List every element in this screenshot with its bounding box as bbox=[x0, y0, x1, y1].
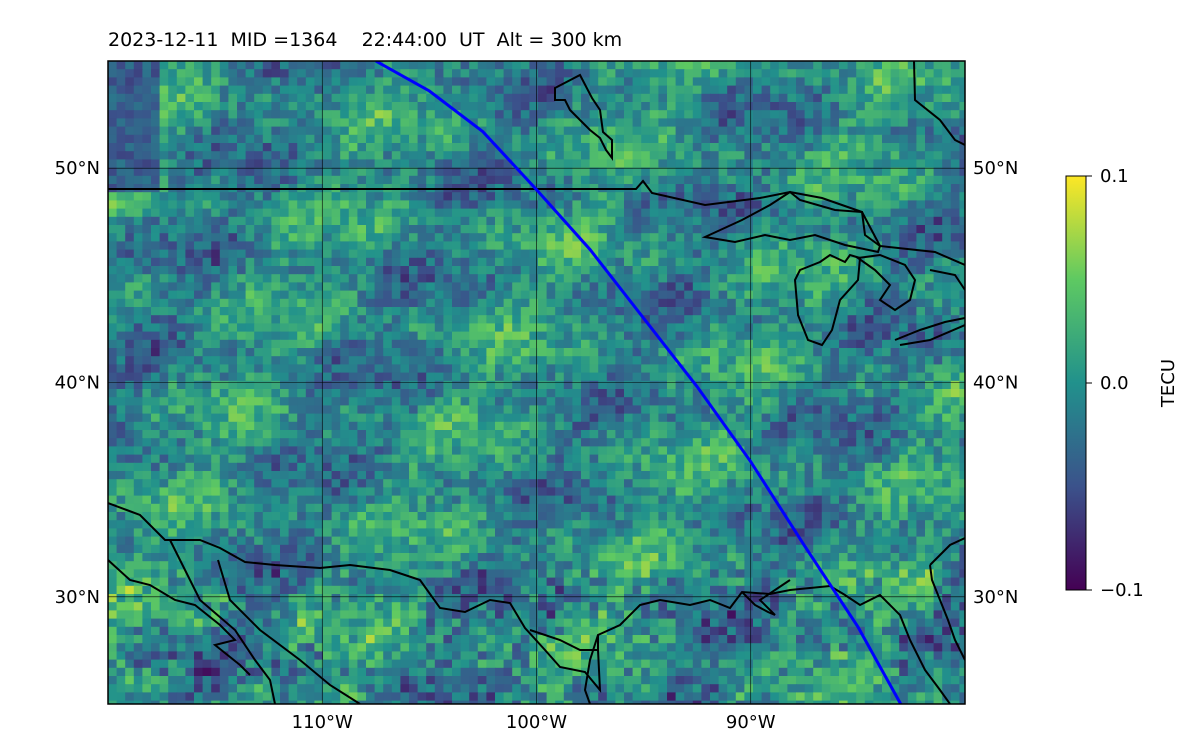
great-lakes-outline bbox=[701, 190, 882, 254]
colorbar: 0.1 0.0 −0.1 TECU bbox=[1065, 166, 1179, 601]
us-canada-border bbox=[108, 179, 965, 266]
baja-peninsula bbox=[108, 559, 251, 676]
mexico-coast bbox=[529, 629, 599, 704]
louisiana-coast bbox=[741, 579, 791, 616]
map-title: 2023-12-11 MID =1364 22:44:00 UT Alt = 3… bbox=[108, 29, 623, 51]
axis-labels: 110°W 100°W 90°W 50°N 50°N 40°N 40°N 30°N 30°N bbox=[55, 158, 1019, 733]
lake-erie-ontario bbox=[894, 269, 965, 346]
lon-tick-label: 90°W bbox=[726, 712, 776, 733]
lat-tick-label-left: 40°N bbox=[55, 373, 100, 394]
hudson-coast bbox=[913, 61, 965, 146]
island-north bbox=[554, 73, 613, 161]
map-frame bbox=[107, 60, 966, 705]
gulf-of-california bbox=[169, 539, 361, 704]
lat-tick-label-right: 30°N bbox=[973, 587, 1018, 608]
gridlines bbox=[108, 61, 965, 704]
map-area bbox=[108, 61, 965, 704]
colorbar-gradient bbox=[1065, 175, 1087, 591]
gulf-coast-florida bbox=[929, 537, 965, 661]
lon-tick-label: 100°W bbox=[506, 712, 567, 733]
lon-tick-label: 110°W bbox=[292, 712, 353, 733]
lat-tick-label-left: 30°N bbox=[55, 587, 100, 608]
satellite-track bbox=[375, 61, 903, 704]
lake-michigan bbox=[793, 253, 862, 347]
lat-tick-label-right: 50°N bbox=[973, 158, 1018, 179]
lat-tick-label-left: 50°N bbox=[55, 158, 100, 179]
colorbar-label: TECU bbox=[1158, 359, 1179, 408]
colorbar-tick-label: 0.1 bbox=[1100, 166, 1129, 187]
tec-cells bbox=[108, 61, 965, 704]
lake-huron bbox=[855, 253, 917, 312]
lat-tick-label-right: 40°N bbox=[973, 373, 1018, 394]
colorbar-tick-label: −0.1 bbox=[1100, 580, 1144, 601]
coastlines bbox=[108, 61, 965, 704]
colorbar-ticks: 0.1 0.0 −0.1 bbox=[1086, 166, 1144, 601]
colorbar-tick-label: 0.0 bbox=[1100, 373, 1129, 394]
